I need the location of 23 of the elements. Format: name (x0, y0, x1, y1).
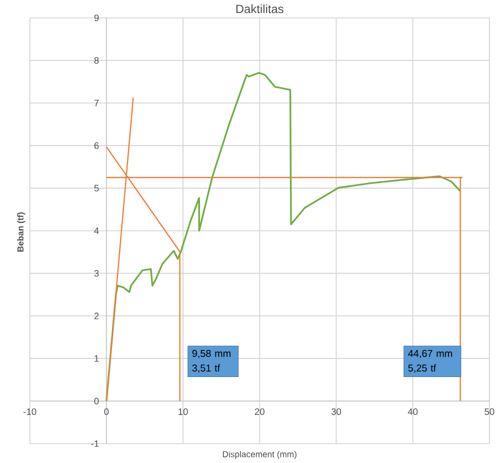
annotation: 9,58 mm 3,51 tf (192, 350, 230, 373)
x-tick-label: 10 (178, 408, 188, 415)
annotation: 44,67 mm 5,25 tf (408, 350, 452, 373)
y-tick-label: -1 (91, 440, 99, 447)
y-tick-label: 6 (94, 142, 99, 149)
y-tick-label: 2 (94, 312, 99, 319)
x-tick-label: 30 (331, 408, 342, 415)
chart-title: Daktilitas (236, 4, 284, 13)
y-tick-label: 8 (94, 56, 99, 64)
x-tick-label: 40 (408, 408, 418, 415)
x-tick-label: 20 (254, 408, 264, 415)
x-tick-label: 0 (104, 408, 109, 415)
y-tick-label: 7 (94, 100, 99, 106)
y-tick-label: 0 (94, 398, 99, 404)
x-tick-label: -10 (24, 408, 36, 415)
y-tick-label: 4 (94, 227, 99, 234)
y-tick-label: 9 (94, 14, 99, 21)
y-tick-label: 3 (94, 270, 99, 276)
y-tick-label: 5 (94, 184, 99, 192)
x-tick-label: 50 (484, 408, 494, 415)
x-axis-title: Displacement (mm) (222, 450, 296, 459)
y-tick-label: 1 (94, 355, 99, 362)
y-axis-title: Beban (tf) (17, 212, 26, 252)
